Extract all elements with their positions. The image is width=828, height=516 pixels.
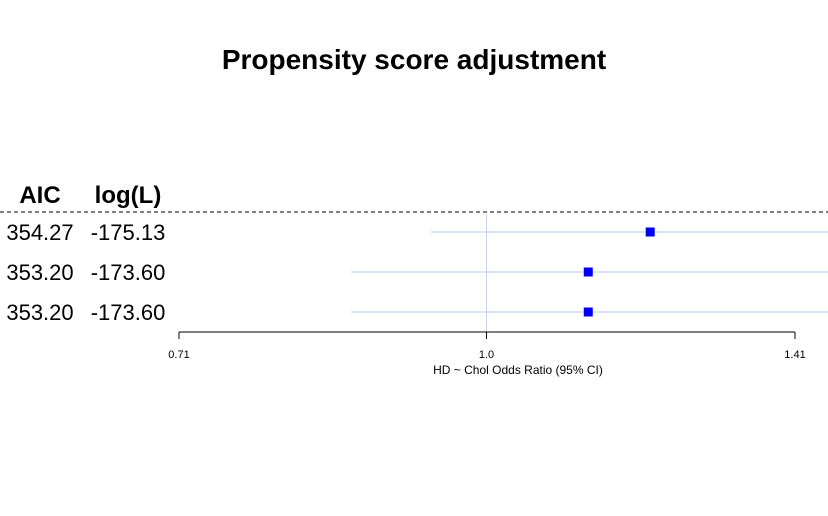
x-tick-label: 1.41 <box>784 349 805 361</box>
point-estimate <box>583 307 593 317</box>
aic-value: 353.20 <box>6 300 73 325</box>
x-tick-label: 0.71 <box>168 349 189 361</box>
x-axis-title: HD ~ Chol Odds Ratio (95% CI) <box>433 363 603 377</box>
aic-value: 354.27 <box>6 220 73 245</box>
logl-value: -173.60 <box>91 300 166 325</box>
column-header-logl: log(L) <box>95 182 162 209</box>
point-estimate <box>583 267 593 277</box>
logl-value: -175.13 <box>91 220 166 245</box>
aic-value: 353.20 <box>6 260 73 285</box>
point-estimate <box>645 227 655 237</box>
chart-title: Propensity score adjustment <box>221 44 607 75</box>
column-header-aic: AIC <box>19 182 60 209</box>
logl-value: -173.60 <box>91 260 166 285</box>
x-tick-label: 1.0 <box>479 349 494 361</box>
